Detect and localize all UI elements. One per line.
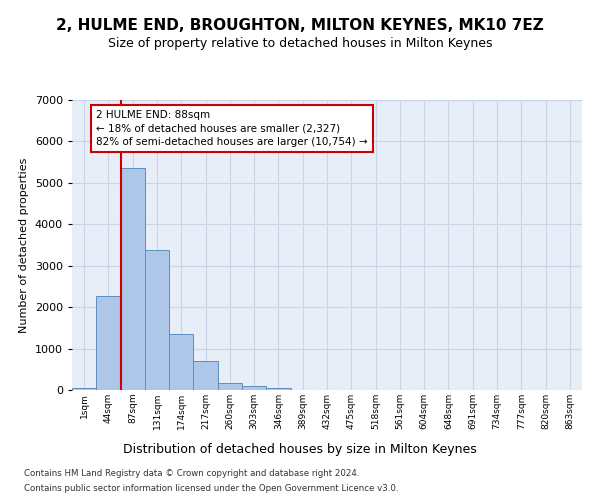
Bar bbox=[218, 382, 242, 390]
Text: 2, HULME END, BROUGHTON, MILTON KEYNES, MK10 7EZ: 2, HULME END, BROUGHTON, MILTON KEYNES, … bbox=[56, 18, 544, 32]
Bar bbox=[169, 334, 193, 390]
Text: 2 HULME END: 88sqm
← 18% of detached houses are smaller (2,327)
82% of semi-deta: 2 HULME END: 88sqm ← 18% of detached hou… bbox=[96, 110, 368, 147]
Bar bbox=[72, 388, 96, 390]
Text: Distribution of detached houses by size in Milton Keynes: Distribution of detached houses by size … bbox=[123, 442, 477, 456]
Y-axis label: Number of detached properties: Number of detached properties bbox=[19, 158, 29, 332]
Bar bbox=[121, 168, 145, 390]
Text: Contains public sector information licensed under the Open Government Licence v3: Contains public sector information licen… bbox=[24, 484, 398, 493]
Bar bbox=[242, 386, 266, 390]
Bar bbox=[266, 388, 290, 390]
Text: Contains HM Land Registry data © Crown copyright and database right 2024.: Contains HM Land Registry data © Crown c… bbox=[24, 469, 359, 478]
Bar bbox=[193, 361, 218, 390]
Text: Size of property relative to detached houses in Milton Keynes: Size of property relative to detached ho… bbox=[108, 38, 492, 51]
Bar bbox=[96, 296, 121, 390]
Bar bbox=[145, 250, 169, 390]
